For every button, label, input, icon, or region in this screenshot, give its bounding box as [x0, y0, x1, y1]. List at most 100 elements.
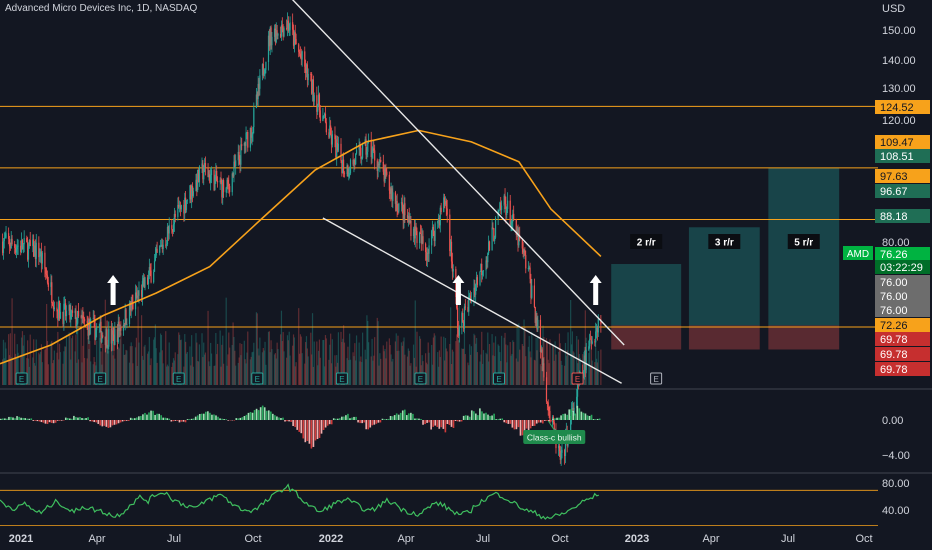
macd-bar	[548, 420, 550, 422]
symbol-tag[interactable]: AMD	[843, 246, 873, 260]
earnings-marker[interactable]: E	[251, 372, 264, 385]
volume-bar	[494, 336, 497, 385]
candle-body	[92, 318, 94, 320]
candle-body	[47, 282, 49, 287]
candle-body	[174, 213, 176, 217]
volume-bar	[112, 355, 114, 385]
earnings-marker[interactable]: E	[414, 372, 427, 385]
volume-bar	[374, 337, 376, 385]
divergence-label[interactable]: Class-c bullish	[523, 420, 586, 444]
candle-body	[299, 53, 302, 58]
candle-body	[282, 28, 284, 37]
volume-bar	[202, 357, 204, 385]
candle-body	[372, 148, 374, 152]
trendline[interactable]	[322, 217, 622, 384]
macd-bar	[312, 420, 315, 447]
candle-body	[558, 445, 561, 451]
candle-body	[317, 105, 319, 112]
candle-body	[443, 197, 445, 212]
earnings-marker[interactable]: E	[493, 372, 506, 385]
volume-bar	[71, 335, 74, 385]
price-tag-r3[interactable]: 69.78	[875, 362, 930, 376]
earnings-marker[interactable]: E	[335, 372, 348, 385]
rsi-line[interactable]	[0, 483, 599, 520]
candle-body	[106, 329, 108, 347]
volume-bar	[143, 346, 145, 385]
volume-bar	[578, 353, 580, 385]
macd-bar	[357, 420, 359, 423]
volume-bar	[161, 350, 163, 385]
candle-body	[336, 143, 338, 158]
earnings-marker[interactable]: E	[172, 372, 185, 385]
candle-body	[269, 27, 271, 47]
volume-bar	[588, 352, 590, 385]
macd-bar	[243, 415, 246, 420]
price-tag-o1[interactable]: 72.26	[875, 318, 930, 332]
volume-bar	[376, 317, 378, 385]
volume-bar	[481, 331, 483, 385]
volume-bar	[467, 362, 469, 385]
volume-bar	[186, 351, 188, 385]
risk-reward-zone[interactable]: 5 r/r	[768, 167, 840, 350]
price-tag-h2[interactable]: 109.47	[875, 135, 930, 149]
volume-bar	[410, 363, 412, 385]
volume-bar	[331, 339, 333, 385]
candle-body	[488, 241, 491, 251]
candle-body	[135, 292, 138, 299]
earnings-marker[interactable]: E	[94, 372, 107, 385]
candle-body	[342, 159, 344, 174]
trendline[interactable]	[287, 0, 625, 346]
price-tag-p1[interactable]: 88.18	[875, 209, 930, 223]
svg-text:76.00: 76.00	[880, 305, 908, 317]
candle-body	[324, 113, 327, 123]
volume-bar	[250, 356, 252, 385]
price-tag-g1[interactable]: 76.00	[875, 275, 930, 289]
volume-bar	[565, 355, 567, 385]
macd-bar	[97, 420, 100, 424]
macd-bar	[77, 417, 79, 420]
macd-histogram	[0, 405, 601, 449]
macd-bar	[377, 420, 380, 423]
price-tag-countdown[interactable]: 03:22:29	[875, 260, 930, 274]
price-tag-h1[interactable]: 124.52	[875, 100, 930, 114]
risk-reward-zone[interactable]: 2 r/r	[611, 234, 682, 350]
volume-bar	[263, 350, 265, 385]
candle-body	[173, 213, 175, 225]
earnings-marker[interactable]: E	[571, 372, 584, 385]
volume-bar	[56, 352, 58, 385]
earnings-marker[interactable]: E	[650, 372, 663, 385]
price-tag-r1[interactable]: 69.78	[875, 332, 930, 346]
candle-body	[549, 411, 551, 423]
candle-body	[354, 159, 356, 165]
moving-average-line[interactable]	[0, 129, 602, 365]
macd-bar	[280, 417, 282, 420]
macd-bar	[255, 408, 258, 420]
earnings-marker[interactable]: E	[15, 372, 28, 385]
macd-bar	[347, 413, 349, 420]
candle-body	[196, 179, 198, 190]
candle-body	[201, 163, 203, 167]
volume-bar	[468, 365, 470, 385]
candle-body	[595, 331, 597, 343]
volume-bar	[564, 342, 567, 385]
price-tag-h3[interactable]: 108.51	[875, 149, 930, 163]
volume-bar	[208, 361, 210, 385]
volume-bar	[431, 364, 434, 385]
macd-bar	[310, 420, 313, 449]
risk-reward-zone[interactable]: 3 r/r	[688, 227, 760, 350]
candle-body	[202, 163, 204, 180]
candle-body	[492, 227, 494, 229]
price-tag-g3[interactable]: 76.00	[875, 303, 930, 317]
price-tag-h5[interactable]: 96.67	[875, 184, 930, 198]
price-tag-h4[interactable]: 97.63	[875, 169, 930, 183]
price-tag-r2[interactable]: 69.78	[875, 347, 930, 361]
price-tag-last[interactable]: 76.26	[875, 247, 930, 261]
volume-bar	[141, 355, 144, 385]
candle-body	[241, 144, 243, 146]
candle-body	[286, 28, 288, 30]
svg-text:E: E	[97, 375, 102, 384]
time-axis: 2021 Apr Jul Oct 2022 Apr Jul Oct 2023 Apr Jul Oct	[9, 533, 873, 545]
price-tag-g2[interactable]: 76.00	[875, 289, 930, 303]
candle-body	[5, 233, 7, 238]
